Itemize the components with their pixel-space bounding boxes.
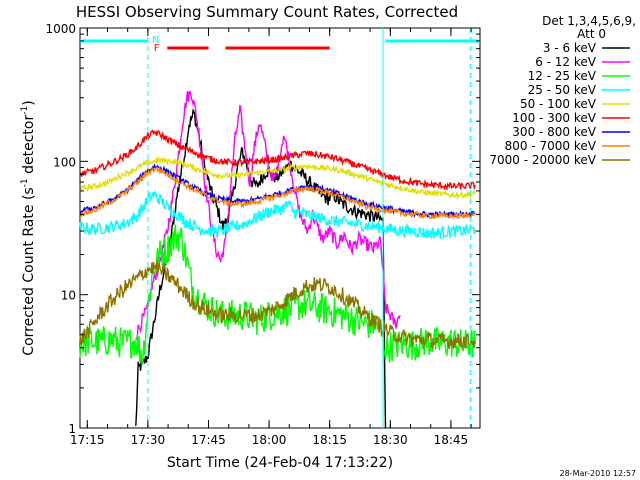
x-tick-label-4: 18:15 <box>312 433 347 447</box>
ticks-layer: 17:15 17:30 17:45 18:00 18:15 18:30 18:45 1 10 10… <box>45 22 480 447</box>
y-axis-label-part: Corrected Count Rate (s <box>21 187 37 355</box>
footer-timestamp: 28-Mar-2010 12:57 <box>560 469 637 478</box>
series-line-25-50-kev <box>79 189 476 240</box>
y-axis-label-sup2: -1 <box>20 106 30 115</box>
y-tick-label-3: 1000 <box>45 22 76 36</box>
legend-label-100-300-kev: 100 - 300 keV <box>512 111 596 125</box>
legend-label-800-7000-kev: 800 - 7000 keV <box>505 139 597 153</box>
observing-bar-label-n: N <box>152 35 159 46</box>
series-line-7000-20000-kev <box>79 260 476 351</box>
legend-label-50-100-kev: 50 - 100 keV <box>520 97 597 111</box>
x-tick-label-3: 18:00 <box>252 433 287 447</box>
observing-bar-label-f: F <box>154 43 160 54</box>
x-tick-label-1: 17:30 <box>131 433 166 447</box>
x-axis-label: Start Time (24-Feb-04 17:13:22) <box>167 455 393 471</box>
y-axis-label-mid: detector <box>21 115 37 179</box>
x-tick-label-2: 17:45 <box>191 433 226 447</box>
y-axis-label-sup1: -1 <box>20 178 30 187</box>
legend-header-line2: Att 0 <box>577 27 606 41</box>
y-axis-label-end: ) <box>21 100 37 105</box>
series-line-3-6-kev <box>135 108 387 429</box>
legend-label-6-12-kev: 6 - 12 keV <box>535 55 597 69</box>
plot-area: NF 17:15 17:30 17:45 18:00 18:15 18:30 18:4511… <box>45 22 481 447</box>
series-line-100-300-kev <box>79 129 476 192</box>
series-line-12-25-kev <box>79 224 476 365</box>
series-line-50-100-kev <box>79 155 476 200</box>
y-axis-label: Corrected Count Rate (s-1 detector-1) <box>20 100 37 355</box>
chart-title: HESSI Observing Summary Count Rates, Cor… <box>76 3 458 21</box>
legend-label-7000-20000-kev: 7000 - 20000 keV <box>489 153 596 167</box>
annotation-layer: NF <box>80 28 480 428</box>
legend-label-25-50-kev: 25 - 50 keV <box>528 83 597 97</box>
series-layer <box>79 90 476 429</box>
legend-header-line1: Det 1,3,4,5,6,9, <box>542 14 636 28</box>
legend-label-12-25-kev: 12 - 25 keV <box>528 69 597 83</box>
y-tick-label-2: 100 <box>53 155 76 169</box>
legend-label-3-6-kev: 3 - 6 keV <box>543 41 597 55</box>
y-tick-label-0: 1 <box>68 422 76 436</box>
x-tick-label-0: 17:15 <box>70 433 105 447</box>
legend-label-300-800-kev: 300 - 800 keV <box>512 125 596 139</box>
y-tick-label-1: 10 <box>61 289 76 303</box>
x-tick-label-6: 18:45 <box>434 433 469 447</box>
x-tick-label-5: 18:30 <box>373 433 408 447</box>
